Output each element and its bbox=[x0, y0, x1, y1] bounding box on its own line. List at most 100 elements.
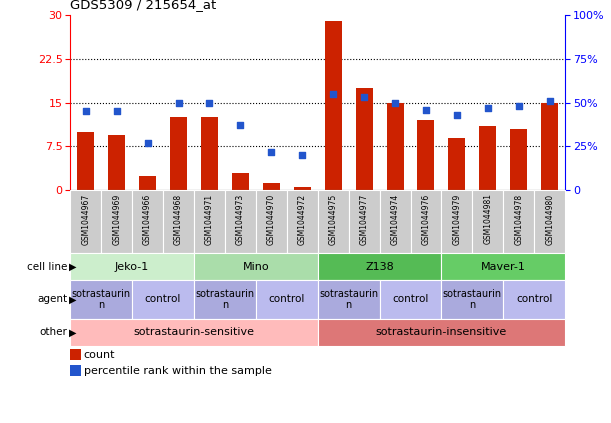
Text: control: control bbox=[516, 294, 552, 305]
Text: GSM1044966: GSM1044966 bbox=[143, 193, 152, 245]
Bar bbox=[318, 280, 379, 319]
Bar bbox=[318, 253, 442, 280]
Point bbox=[514, 103, 524, 110]
Bar bbox=[480, 126, 496, 190]
Bar bbox=[70, 190, 101, 253]
Text: other: other bbox=[39, 327, 67, 337]
Point bbox=[112, 108, 122, 115]
Point bbox=[452, 112, 462, 118]
Text: GSM1044978: GSM1044978 bbox=[514, 193, 523, 244]
Text: count: count bbox=[84, 350, 115, 360]
Text: GSM1044975: GSM1044975 bbox=[329, 193, 338, 245]
Text: GSM1044977: GSM1044977 bbox=[360, 193, 368, 245]
Bar bbox=[70, 253, 194, 280]
Bar bbox=[541, 102, 558, 190]
Bar bbox=[442, 190, 472, 253]
Bar bbox=[417, 120, 434, 190]
Text: Maver-1: Maver-1 bbox=[481, 262, 525, 272]
Bar bbox=[379, 190, 411, 253]
Bar bbox=[379, 280, 441, 319]
Bar bbox=[442, 253, 565, 280]
Text: sotrastaurin
n: sotrastaurin n bbox=[319, 288, 378, 310]
Point bbox=[298, 152, 307, 159]
Point bbox=[235, 122, 245, 129]
Text: sotrastaurin-sensitive: sotrastaurin-sensitive bbox=[133, 327, 255, 337]
Text: control: control bbox=[145, 294, 181, 305]
Bar bbox=[70, 349, 81, 360]
Bar bbox=[256, 190, 287, 253]
Text: sotrastaurin
n: sotrastaurin n bbox=[71, 288, 131, 310]
Point bbox=[81, 108, 90, 115]
Text: GDS5309 / 215654_at: GDS5309 / 215654_at bbox=[70, 0, 216, 11]
Text: GSM1044967: GSM1044967 bbox=[81, 193, 90, 245]
Text: Jeko-1: Jeko-1 bbox=[115, 262, 149, 272]
Point bbox=[545, 97, 555, 104]
Text: GSM1044972: GSM1044972 bbox=[298, 193, 307, 244]
Bar bbox=[101, 190, 132, 253]
Text: GSM1044970: GSM1044970 bbox=[267, 193, 276, 245]
Text: cell line: cell line bbox=[27, 262, 67, 272]
Bar bbox=[294, 187, 311, 190]
Text: sotrastaurin-insensitive: sotrastaurin-insensitive bbox=[376, 327, 507, 337]
Bar bbox=[108, 135, 125, 190]
Text: Mino: Mino bbox=[243, 262, 269, 272]
Point bbox=[143, 140, 153, 146]
Text: GSM1044981: GSM1044981 bbox=[483, 193, 492, 244]
Bar bbox=[139, 176, 156, 190]
Text: ▶: ▶ bbox=[69, 262, 76, 272]
Bar bbox=[387, 102, 403, 190]
Text: ▶: ▶ bbox=[69, 294, 76, 305]
Bar bbox=[132, 280, 194, 319]
Point bbox=[205, 99, 214, 106]
Bar bbox=[411, 190, 442, 253]
Bar bbox=[70, 365, 81, 376]
Text: GSM1044973: GSM1044973 bbox=[236, 193, 245, 245]
Bar bbox=[442, 280, 503, 319]
Text: Z138: Z138 bbox=[365, 262, 394, 272]
Bar bbox=[356, 88, 373, 190]
Point bbox=[328, 91, 338, 97]
Bar bbox=[263, 183, 280, 190]
Bar bbox=[77, 132, 94, 190]
Bar bbox=[349, 190, 379, 253]
Bar bbox=[510, 129, 527, 190]
Point bbox=[174, 99, 183, 106]
Bar bbox=[194, 190, 225, 253]
Bar bbox=[318, 319, 565, 346]
Bar bbox=[503, 280, 565, 319]
Text: percentile rank within the sample: percentile rank within the sample bbox=[84, 366, 271, 376]
Text: GSM1044971: GSM1044971 bbox=[205, 193, 214, 244]
Text: sotrastaurin
n: sotrastaurin n bbox=[196, 288, 255, 310]
Point bbox=[421, 106, 431, 113]
Bar bbox=[472, 190, 503, 253]
Bar bbox=[534, 190, 565, 253]
Point bbox=[390, 99, 400, 106]
Bar bbox=[503, 190, 534, 253]
Text: GSM1044976: GSM1044976 bbox=[422, 193, 431, 245]
Text: GSM1044969: GSM1044969 bbox=[112, 193, 121, 245]
Bar bbox=[232, 173, 249, 190]
Text: ▶: ▶ bbox=[69, 327, 76, 337]
Bar bbox=[163, 190, 194, 253]
Bar bbox=[287, 190, 318, 253]
Point bbox=[266, 148, 276, 155]
Text: GSM1044980: GSM1044980 bbox=[545, 193, 554, 244]
Bar bbox=[70, 280, 132, 319]
Bar bbox=[194, 253, 318, 280]
Bar bbox=[170, 117, 187, 190]
Bar bbox=[448, 137, 466, 190]
Bar bbox=[324, 21, 342, 190]
Bar bbox=[256, 280, 318, 319]
Text: control: control bbox=[392, 294, 429, 305]
Text: control: control bbox=[269, 294, 305, 305]
Point bbox=[359, 94, 369, 101]
Text: GSM1044974: GSM1044974 bbox=[390, 193, 400, 245]
Bar bbox=[318, 190, 349, 253]
Text: agent: agent bbox=[37, 294, 67, 305]
Bar bbox=[132, 190, 163, 253]
Text: GSM1044979: GSM1044979 bbox=[452, 193, 461, 245]
Point bbox=[483, 104, 492, 111]
Bar bbox=[194, 280, 256, 319]
Bar bbox=[225, 190, 256, 253]
Text: sotrastaurin
n: sotrastaurin n bbox=[443, 288, 502, 310]
